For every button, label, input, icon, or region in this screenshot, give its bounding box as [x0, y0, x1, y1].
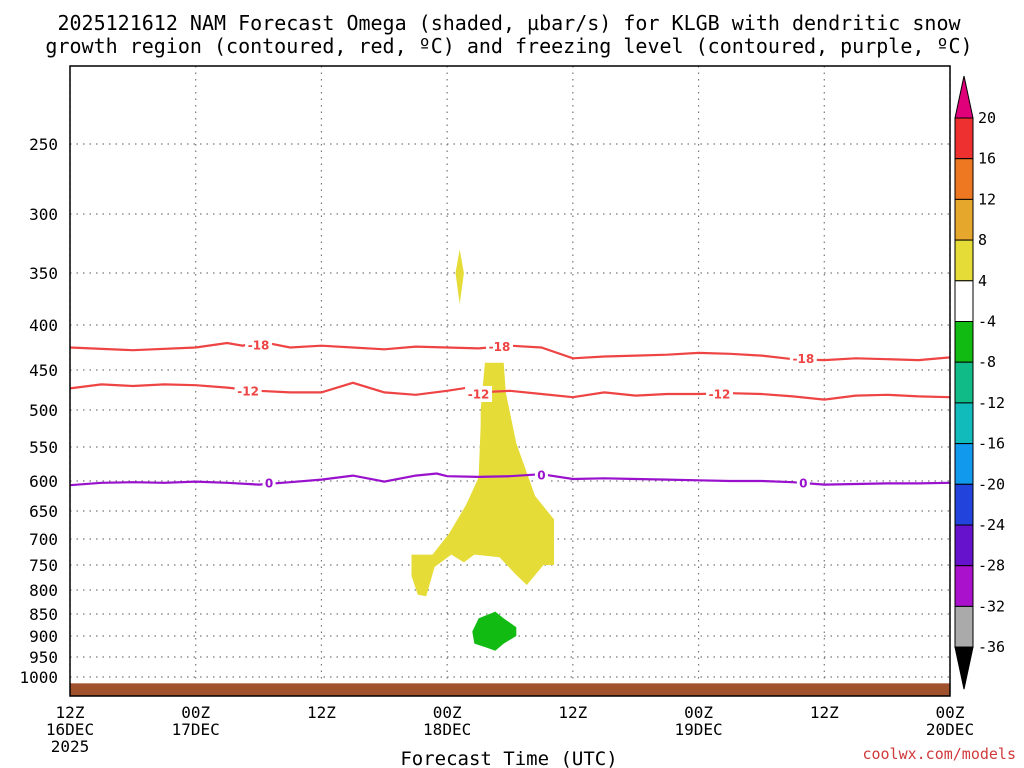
ground-band: [70, 683, 950, 696]
contour-label-bg-1-2: [706, 386, 734, 402]
colorbar: 20 16 12 8 4 -4 -8 -12 -16 -20 -24 -28 -32 -36: [954, 75, 1005, 690]
x-tick-label: 20DEC: [926, 720, 974, 739]
y-tick-label-950: 950: [29, 648, 58, 667]
colorbar-label: -8: [978, 353, 996, 371]
y-tick-label-650: 650: [29, 502, 58, 521]
contour-label-bg-0-2: [789, 350, 817, 367]
contour-label-bg-2-1: [534, 466, 548, 483]
y-tick-label-250: 250: [29, 135, 58, 154]
y-tick-label-300: 300: [29, 205, 58, 224]
colorbar-bottom-arrow: [954, 646, 974, 690]
colorbar-top-arrow: [954, 75, 974, 119]
omega-region-1: [411, 362, 554, 597]
colorbar-label: 20: [978, 109, 996, 127]
plot-area: [70, 66, 950, 696]
contour-line--12: [69, 381, 951, 401]
colorbar-label: 12: [978, 190, 996, 208]
colorbar-segment-10: [954, 483, 974, 526]
colorbar-label: -28: [978, 557, 1005, 575]
colorbar-segment-5: [954, 280, 974, 322]
y-tick-label-500: 500: [29, 401, 58, 420]
x-tick-label: 19DEC: [674, 720, 722, 739]
x-tick-label: 12Z: [558, 703, 587, 722]
contour-label-0: 0: [537, 468, 545, 482]
colorbar-segment-7: [954, 361, 974, 404]
x-tick-label: 00Z: [433, 703, 462, 722]
contour-label--12: -12: [468, 388, 490, 402]
contour-label-bg-2-0: [262, 474, 276, 491]
contour-label-0: 0: [799, 476, 807, 490]
contour-label-bg-1-0: [234, 382, 262, 399]
contour-layer: -18 -18 -18 -12 -12 -12 0 0 0: [69, 336, 951, 491]
contour-label-bg-0-1: [486, 338, 514, 355]
x-tick-label: 18DEC: [423, 720, 471, 739]
chart-title-line2: growth region (contoured, red, ºC) and f…: [45, 34, 972, 58]
contour-label-0: 0: [265, 476, 273, 490]
colorbar-segment-11: [954, 524, 974, 567]
x-tick-label: 00Z: [181, 703, 210, 722]
y-tick-label-450: 450: [29, 361, 58, 380]
x-axis-label: Forecast Time (UTC): [400, 748, 617, 768]
colorbar-segment-13: [954, 605, 974, 648]
x-tick-label: 2025: [51, 737, 90, 756]
chart-title-line1: 2025121612 NAM Forecast Omega (shaded, µ…: [57, 11, 961, 35]
y-tick-label-400: 400: [29, 316, 58, 335]
x-tick-label: 12Z: [810, 703, 839, 722]
colorbar-label: -24: [978, 516, 1005, 534]
contour-label--18: -18: [792, 352, 814, 366]
y-tick-label-850: 850: [29, 605, 58, 624]
y-tick-label-900: 900: [29, 627, 58, 646]
colorbar-label: -12: [978, 394, 1005, 412]
colorbar-label: -20: [978, 475, 1005, 493]
contour-label-bg-2-2: [796, 474, 810, 491]
ground-layer: [70, 683, 950, 696]
x-tick-label: 00Z: [684, 703, 713, 722]
plot-frame: [69, 65, 951, 697]
x-tick-label: 00Z: [936, 703, 965, 722]
pressure-axis: 250 300 350 400 450 500 550 600 650 700 750 800 850 9…: [19, 135, 58, 687]
colorbar-segment-3: [954, 198, 974, 241]
colorbar-label: -16: [978, 435, 1005, 453]
y-tick-label-1000: 1000: [19, 668, 58, 687]
contour-label-bg-0-0: [245, 336, 273, 353]
x-tick-label: 12Z: [56, 703, 85, 722]
colorbar-segment-6: [954, 321, 974, 363]
contour-label--18: -18: [248, 338, 270, 352]
contour-label--18: -18: [489, 340, 511, 354]
colorbar-label: -32: [978, 597, 1005, 615]
colorbar-segment-12: [954, 565, 974, 607]
omega-region-2: [472, 611, 517, 651]
omega-region-0: [455, 249, 464, 305]
y-tick-label-750: 750: [29, 556, 58, 575]
y-tick-label-600: 600: [29, 472, 58, 491]
y-tick-label-550: 550: [29, 438, 58, 457]
omega-shading-layer: [411, 249, 554, 651]
colorbar-segment-2: [954, 158, 974, 200]
credit-text: coolwx.com/models: [862, 745, 1016, 763]
x-tick-label: 12Z: [307, 703, 336, 722]
colorbar-segment-9: [954, 443, 974, 485]
y-tick-label-700: 700: [29, 530, 58, 549]
colorbar-label: 8: [978, 231, 987, 249]
colorbar-label: -36: [978, 638, 1005, 656]
y-tick-label-350: 350: [29, 264, 58, 283]
y-tick-label-800: 800: [29, 581, 58, 600]
contour-label--12: -12: [709, 388, 731, 402]
colorbar-label: -4: [978, 313, 996, 331]
x-tick-label: 16DEC: [46, 720, 94, 739]
contour-label-bg-1-1: [465, 386, 493, 402]
colorbar-segment-4: [954, 239, 974, 282]
colorbar-label: 4: [978, 272, 987, 290]
colorbar-segment-8: [954, 402, 974, 445]
colorbar-label: 16: [978, 150, 996, 168]
contour-label--12: -12: [237, 384, 259, 398]
x-tick-label: 17DEC: [172, 720, 220, 739]
colorbar-segment-1: [954, 117, 974, 160]
